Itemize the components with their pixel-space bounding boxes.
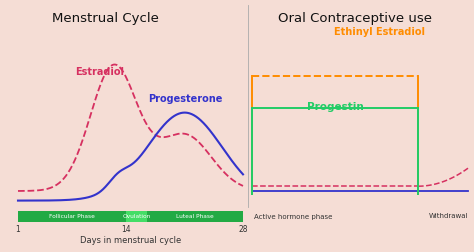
Text: 14: 14 [121,225,131,234]
Text: Follicular Phase: Follicular Phase [49,214,95,219]
Bar [18,211,127,222]
Text: Progesterone: Progesterone [148,94,222,104]
Bar [147,211,243,222]
Text: Days in menstrual cycle: Days in menstrual cycle [80,236,181,245]
Bar [127,211,147,222]
Text: Ovulation: Ovulation [123,214,151,219]
Text: 1: 1 [16,225,20,234]
Text: Ethinyl Estradiol: Ethinyl Estradiol [334,27,425,37]
Text: Withdrawal: Withdrawal [428,213,468,219]
Text: Estradiol: Estradiol [75,67,125,77]
Text: Luteal Phase: Luteal Phase [176,214,214,219]
Text: Progestin: Progestin [307,102,364,112]
Text: Menstrual Cycle: Menstrual Cycle [52,12,158,25]
Text: 28: 28 [238,225,248,234]
Text: Oral Contraceptive use: Oral Contraceptive use [278,12,432,25]
Text: Active hormone phase: Active hormone phase [254,213,332,219]
